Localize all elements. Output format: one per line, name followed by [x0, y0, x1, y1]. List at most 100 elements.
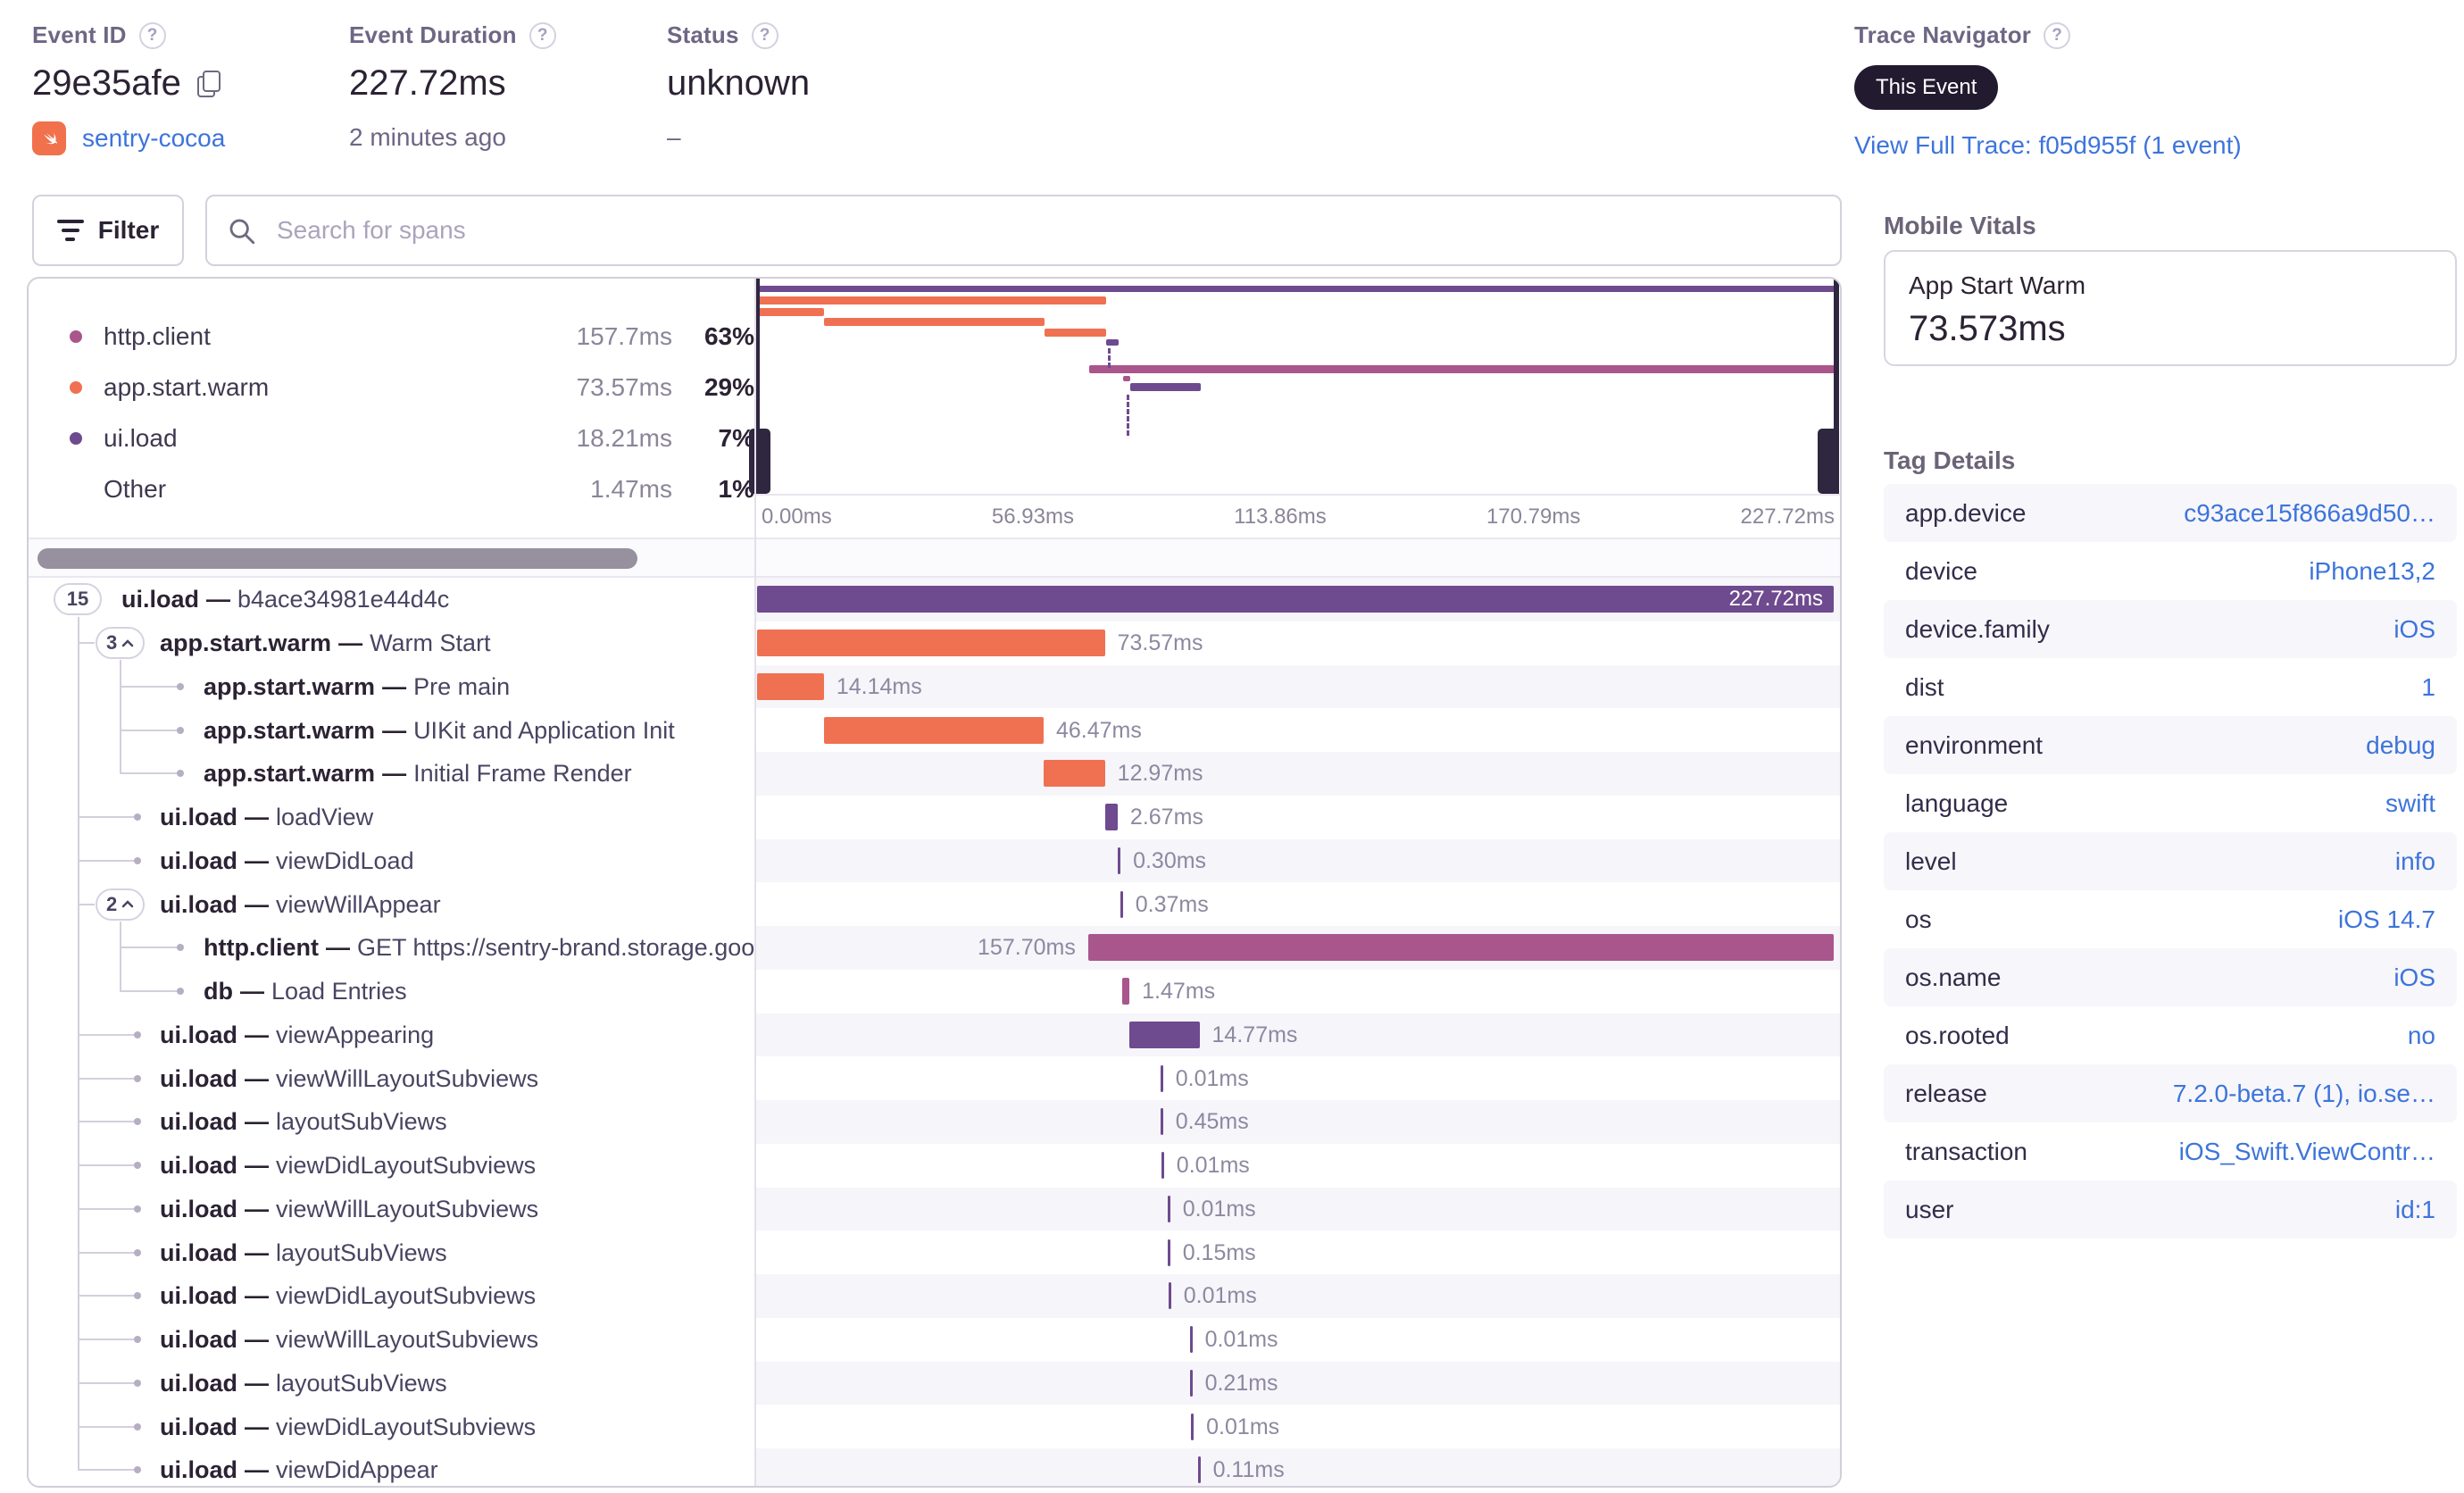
span-duration-bar[interactable] [1167, 1195, 1170, 1222]
mobile-vitals-card[interactable]: App Start Warm 73.573ms [1884, 250, 2457, 366]
axis-tick-label: 0.00ms [762, 504, 832, 529]
span-row[interactable]: ui.load — viewDidAppear 0.11ms [29, 1448, 1840, 1486]
span-row[interactable]: ui.load — viewDidLoad 0.30ms [29, 838, 1840, 883]
span-row[interactable]: ui.load — viewDidLayoutSubviews 0.01ms [29, 1405, 1840, 1448]
span-tree-cell[interactable]: ui.load — layoutSubViews [29, 1230, 754, 1274]
span-children-toggle[interactable]: 15 [54, 583, 102, 616]
span-duration-bar[interactable] [1104, 804, 1118, 831]
tag-value-link[interactable]: iOS_Swift.ViewContr… [2178, 1137, 2435, 1165]
span-tree-cell[interactable]: app.start.warm — UIKit and Application Ini… [29, 708, 754, 752]
span-duration-bar[interactable] [1161, 1152, 1164, 1180]
span-tree-cell[interactable]: ui.load — viewWillLayoutSubviews [29, 1056, 754, 1100]
tag-value-link[interactable]: iPhone13,2 [2309, 556, 2435, 585]
minimap-right-handle[interactable] [1834, 279, 1839, 494]
span-children-toggle[interactable]: 2 [96, 888, 146, 921]
minimap-left-handle[interactable] [754, 279, 760, 494]
span-tree-cell[interactable]: ui.load — viewWillLayoutSubviews [29, 1188, 754, 1231]
span-row[interactable]: ui.load — viewDidLayoutSubviews 0.01ms [29, 1144, 1840, 1188]
tag-value-link[interactable]: 7.2.0-beta.7 (1), io.se… [2172, 1079, 2435, 1107]
span-tree-cell[interactable]: app.start.warm — Pre main [29, 665, 754, 709]
span-row[interactable]: ui.load — viewAppearing 14.77ms [29, 1013, 1840, 1057]
span-tree-cell[interactable]: ui.load — viewDidLayoutSubviews [29, 1274, 754, 1318]
span-row[interactable]: db — Load Entries 1.47ms [29, 970, 1840, 1013]
view-full-trace-link[interactable]: View Full Trace: f05d955f (1 event) [1854, 131, 2242, 159]
span-duration-bar[interactable] [1191, 1413, 1195, 1440]
span-row[interactable]: ui.load — viewWillLayoutSubviews 0.01ms [29, 1318, 1840, 1362]
span-duration-bar[interactable] [1122, 978, 1130, 1005]
span-tree-cell[interactable]: 3 app.start.warm — Warm Start [29, 621, 754, 665]
tree-scrollbar-thumb[interactable] [37, 548, 637, 569]
span-tree-cell[interactable]: db — Load Entries [29, 970, 754, 1013]
span-tree-cell[interactable]: app.start.warm — Initial Frame Render [29, 752, 754, 796]
minimap-handle-grip[interactable] [1818, 429, 1839, 494]
this-event-badge[interactable]: This Event [1854, 65, 1999, 110]
span-duration-bar[interactable] [1120, 890, 1123, 918]
span-row[interactable]: http.client — GET https://sentry-brand.sto… [29, 926, 1840, 970]
span-duration-bar[interactable] [1087, 934, 1834, 962]
span-row[interactable]: ui.load — layoutSubViews 0.45ms [29, 1100, 1840, 1144]
span-row[interactable]: ui.load — layoutSubViews 0.15ms [29, 1230, 1840, 1274]
tag-value-link[interactable]: debug [2366, 730, 2435, 759]
span-duration-bar[interactable] [757, 630, 1105, 657]
span-duration-bar[interactable] [1118, 847, 1121, 874]
tag-value-link[interactable]: c93ace15f866a9d50… [2184, 498, 2435, 527]
filter-button[interactable]: Filter [32, 195, 184, 266]
span-row[interactable]: 3 app.start.warm — Warm Start 73.57ms [29, 621, 1840, 665]
span-row[interactable]: app.start.warm — Initial Frame Render 12.97… [29, 752, 1840, 796]
span-row[interactable]: ui.load — loadView 2.67ms [29, 796, 1840, 839]
span-children-toggle[interactable]: 3 [96, 627, 146, 660]
span-tree-cell[interactable]: ui.load — viewDidLayoutSubviews [29, 1144, 754, 1188]
help-icon[interactable]: ? [529, 21, 556, 49]
copy-icon[interactable] [196, 70, 221, 97]
help-icon[interactable]: ? [751, 21, 778, 49]
span-tree-cell[interactable]: 15 ui.load — b4ace34981e44d4c [29, 578, 754, 621]
span-duration-bar[interactable] [1168, 1282, 1171, 1310]
span-duration-bar[interactable] [1167, 1239, 1170, 1266]
project-link[interactable]: sentry-cocoa [82, 124, 226, 152]
span-tree-cell[interactable]: ui.load — viewWillLayoutSubviews [29, 1318, 754, 1362]
span-duration-bar[interactable] [1189, 1369, 1193, 1397]
minimap-handle-grip[interactable] [749, 429, 770, 494]
span-duration-bar[interactable] [1160, 1108, 1163, 1136]
span-row[interactable]: ui.load — viewDidLayoutSubviews 0.01ms [29, 1274, 1840, 1318]
span-tree-cell[interactable]: ui.load — viewAppearing [29, 1013, 754, 1057]
span-duration-bar[interactable] [1043, 760, 1105, 788]
span-row[interactable]: ui.load — viewWillLayoutSubviews 0.01ms [29, 1187, 1840, 1231]
span-duration-bar[interactable] [757, 672, 824, 700]
span-tree-cell[interactable]: ui.load — viewDidLayoutSubviews [29, 1405, 754, 1448]
help-icon[interactable]: ? [138, 21, 166, 49]
span-row[interactable]: app.start.warm — UIKit and Application Ini… [29, 708, 1840, 752]
search-input[interactable] [205, 195, 1842, 266]
span-tree-cell[interactable]: ui.load — layoutSubViews [29, 1362, 754, 1405]
span-row[interactable]: ui.load — viewWillLayoutSubviews 0.01ms [29, 1056, 1840, 1100]
tag-value-link[interactable]: 1 [2421, 672, 2435, 701]
span-tree-cell[interactable]: 2 ui.load — viewWillAppear [29, 882, 754, 926]
tree-chart-divider[interactable] [754, 279, 756, 1486]
span-duration-bar[interactable]: 227.72ms [757, 586, 1834, 613]
span-duration-bar[interactable] [1129, 1021, 1200, 1048]
span-duration-bar[interactable] [1189, 1326, 1193, 1354]
span-row[interactable]: 15 ui.load — b4ace34981e44d4c 227.72ms [29, 578, 1840, 621]
span-tree-cell[interactable]: http.client — GET https://sentry-brand.sto… [29, 926, 754, 970]
tag-value-link[interactable]: iOS [2393, 963, 2435, 991]
tag-row: os.rooted no [1884, 1006, 2457, 1064]
span-row[interactable]: 2 ui.load — viewWillAppear 0.37ms [29, 882, 1840, 926]
span-tree-cell[interactable]: ui.load — loadView [29, 796, 754, 839]
span-duration-bar[interactable] [823, 716, 1044, 744]
span-tree-cell[interactable]: ui.load — viewDidAppear [29, 1448, 754, 1486]
span-duration-bar[interactable] [1197, 1456, 1201, 1484]
tag-value-link[interactable]: iOS [2393, 614, 2435, 643]
span-row[interactable]: ui.load — layoutSubViews 0.21ms [29, 1361, 1840, 1405]
tree-scrollbar-track[interactable] [29, 538, 1840, 578]
span-duration-bar[interactable] [1160, 1064, 1163, 1092]
help-icon[interactable]: ? [2044, 21, 2071, 49]
tag-value-link[interactable]: iOS 14.7 [2338, 905, 2435, 933]
trace-minimap[interactable] [749, 279, 1840, 496]
tag-value-link[interactable]: no [2407, 1021, 2435, 1049]
span-row[interactable]: app.start.warm — Pre main 14.14ms [29, 664, 1840, 709]
span-tree-cell[interactable]: ui.load — viewDidLoad [29, 839, 754, 883]
tag-value-link[interactable]: swift [2385, 788, 2435, 817]
tag-value-link[interactable]: info [2394, 847, 2435, 875]
span-tree-cell[interactable]: ui.load — layoutSubViews [29, 1100, 754, 1144]
tag-value-link[interactable]: id:1 [2394, 1195, 2435, 1223]
